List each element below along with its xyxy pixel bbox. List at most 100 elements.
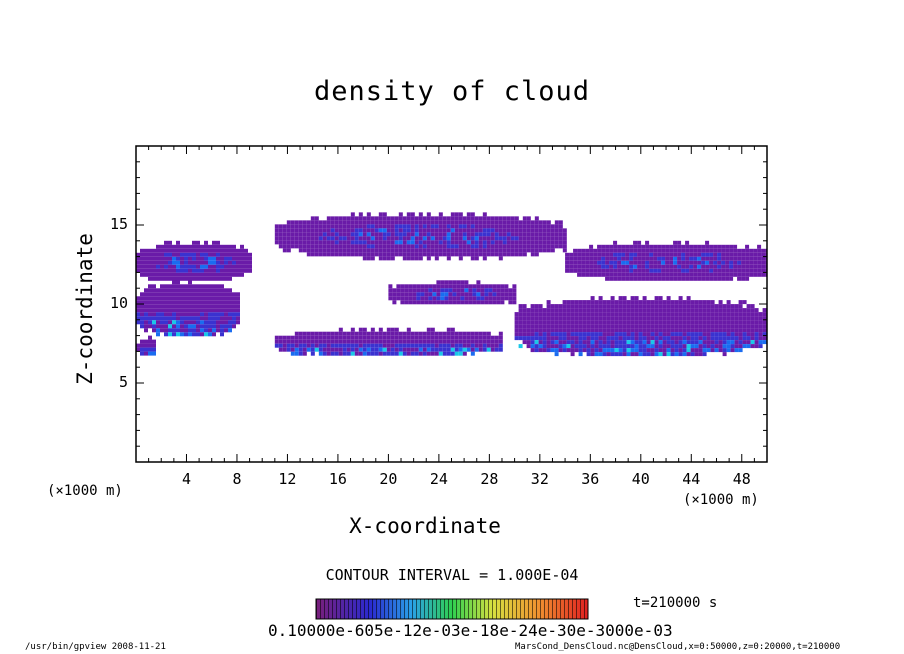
cloud-cell <box>526 328 531 333</box>
cloud-cell <box>480 300 485 305</box>
cloud-cell <box>725 276 730 281</box>
cloud-cell <box>685 260 690 265</box>
cloud-cell <box>216 272 220 277</box>
cloud-cell <box>430 232 435 237</box>
cloud-cell <box>188 252 192 257</box>
cloud-cell <box>582 340 587 345</box>
cloud-cell <box>192 248 196 253</box>
cloud-cell <box>722 320 727 325</box>
cloud-cell <box>634 324 639 329</box>
cloud-cell <box>152 304 156 309</box>
cloud-cell <box>590 324 595 329</box>
cloud-cell <box>204 272 208 277</box>
cloud-cell <box>290 335 295 340</box>
cloud-cell <box>396 296 401 301</box>
cloud-cell <box>140 324 144 329</box>
cloud-cell <box>466 220 471 225</box>
cloud-cell <box>216 324 220 329</box>
cloud-cell <box>634 332 639 337</box>
cloud-cell <box>188 324 192 329</box>
cloud-cell <box>398 252 403 257</box>
cloud-cell <box>641 276 646 281</box>
cloud-cell <box>670 300 675 305</box>
cloud-cell <box>546 304 551 309</box>
cloud-cell <box>362 232 367 237</box>
cloud-cell <box>542 316 547 321</box>
cloud-cell <box>494 228 499 233</box>
cloud-cell <box>160 308 164 313</box>
cloud-cell <box>430 343 435 348</box>
cloud-cell <box>702 312 707 317</box>
cloud-cell <box>192 304 196 309</box>
cloud-cell <box>546 244 551 249</box>
cloud-cell <box>346 335 351 340</box>
cloud-cell <box>224 324 228 329</box>
cloud-cell <box>597 248 602 253</box>
cloud-cell <box>454 335 459 340</box>
cloud-cell <box>574 312 579 317</box>
cloud-cell <box>698 312 703 317</box>
cloud-cell <box>518 304 523 309</box>
cloud-cell <box>148 288 152 293</box>
cloud-cell <box>649 264 654 269</box>
cloud-cell <box>609 256 614 261</box>
cloud-cell <box>472 292 477 297</box>
cloud-cell <box>164 320 168 325</box>
cloud-cell <box>702 316 707 321</box>
cloud-cell <box>534 224 539 229</box>
cloud-cell <box>634 352 639 357</box>
cloud-cell <box>498 216 503 221</box>
cloud-cell <box>306 236 311 241</box>
cloud-cell <box>630 320 635 325</box>
cloud-cell <box>705 268 710 273</box>
cloud-cell <box>737 248 742 253</box>
cloud-cell <box>334 339 339 344</box>
cloud-cell <box>168 332 172 337</box>
cloud-cell <box>152 339 156 344</box>
cloud-cell <box>196 296 200 301</box>
cloud-cell <box>678 332 683 337</box>
cloud-cell <box>402 339 407 344</box>
cloud-cell <box>609 272 614 277</box>
cloud-cell <box>577 252 582 257</box>
cloud-cell <box>478 240 483 245</box>
cloud-cell <box>188 284 192 289</box>
cloud-cell <box>718 336 723 341</box>
cloud-cell <box>542 220 547 225</box>
cloud-cell <box>542 308 547 313</box>
cloud-cell <box>690 340 695 345</box>
cloud-cell <box>705 248 710 253</box>
cloud-cell <box>542 328 547 333</box>
cloud-cell <box>298 351 303 356</box>
cloud-cell <box>661 272 666 277</box>
cloud-cell <box>378 252 383 257</box>
cloud-cell <box>156 288 160 293</box>
cloud-cell <box>634 328 639 333</box>
cloud-cell <box>598 308 603 313</box>
cloud-cell <box>446 220 451 225</box>
cloud-cell <box>362 339 367 344</box>
cloud-cell <box>398 240 403 245</box>
cloud-cell <box>737 252 742 257</box>
cloud-cell <box>430 224 435 229</box>
cloud-cell <box>570 312 575 317</box>
cloud-cell <box>758 336 763 341</box>
cloud-cell <box>398 232 403 237</box>
cloud-cell <box>594 320 599 325</box>
cloud-cell <box>526 236 531 241</box>
cloud-cell <box>534 312 539 317</box>
cloud-cell <box>550 224 555 229</box>
cloud-cell <box>456 296 461 301</box>
cloud-cell <box>278 232 283 237</box>
cloud-cell <box>408 292 413 297</box>
cloud-cell <box>530 236 535 241</box>
cloud-cell <box>622 352 627 357</box>
cloud-cell <box>566 328 571 333</box>
cloud-cell <box>164 292 168 297</box>
cloud-cell <box>734 348 739 353</box>
cloud-cell <box>180 284 184 289</box>
cloud-cell <box>482 216 487 221</box>
cloud-cell <box>386 244 391 249</box>
cloud-cell <box>240 244 244 249</box>
cloud-cell <box>322 339 327 344</box>
